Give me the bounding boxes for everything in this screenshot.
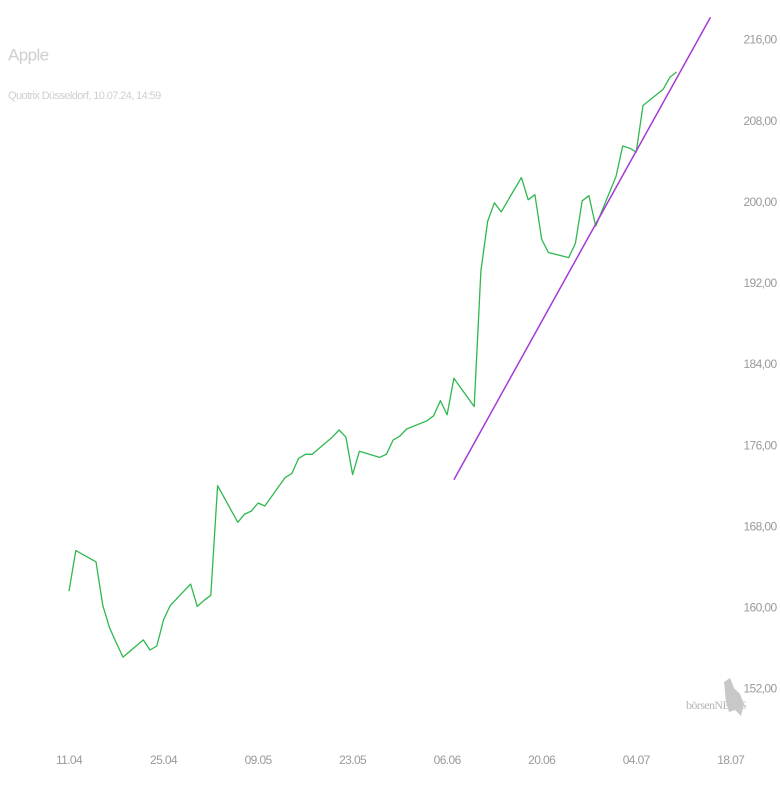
x-tick-label: 09.05: [245, 753, 273, 767]
y-tick-label: 192,00: [743, 276, 777, 290]
x-tick-label: 06.06: [434, 753, 462, 767]
y-tick-label: 216,00: [743, 33, 777, 47]
price-line: [68, 71, 678, 658]
y-tick-label: 160,00: [743, 601, 777, 615]
chart-subtitle: Quotrix Düsseldorf, 10.07.24, 14:59: [8, 90, 161, 102]
x-tick-label: 23.05: [339, 753, 367, 767]
x-tick-label: 20.06: [528, 753, 556, 767]
chart-title: Apple: [8, 45, 49, 64]
x-tick-label: 18.07: [717, 753, 745, 767]
x-tick-label: 11.04: [56, 753, 83, 767]
watermark-logo: [724, 678, 744, 716]
x-tick-label: 04.07: [623, 753, 651, 767]
x-tick-label: 25.04: [150, 753, 178, 767]
y-tick-label: 168,00: [743, 519, 777, 533]
y-tick-label: 184,00: [743, 357, 777, 371]
y-tick-label: 176,00: [743, 438, 777, 452]
y-tick-label: 200,00: [743, 195, 777, 209]
trend-line: [453, 16, 712, 481]
y-tick-label: 152,00: [743, 682, 777, 696]
y-tick-label: 208,00: [743, 114, 777, 128]
